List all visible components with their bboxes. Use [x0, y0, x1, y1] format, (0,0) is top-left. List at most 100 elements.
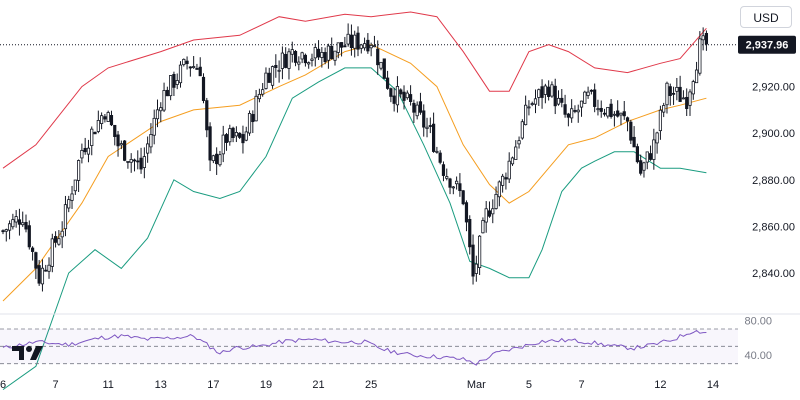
candle: [152, 109, 156, 145]
candle: [563, 94, 567, 118]
candle: [468, 215, 472, 255]
price-tick-label: 2,900.00: [752, 128, 795, 140]
candle: [241, 125, 245, 154]
candle-body: [642, 162, 646, 171]
price-tick-label: 2,920.00: [752, 82, 795, 94]
candle-body: [146, 143, 150, 154]
time-tick-label: 13: [155, 379, 167, 391]
candle: [142, 147, 146, 179]
candle-body: [379, 61, 383, 69]
candle-body: [280, 52, 284, 69]
candle: [300, 51, 304, 64]
candle: [622, 101, 626, 120]
candle: [330, 37, 334, 60]
candle-body: [234, 132, 238, 137]
candle-body: [550, 84, 554, 97]
candle: [579, 100, 584, 117]
candle: [461, 189, 465, 206]
candle-body: [313, 47, 317, 59]
candle: [155, 99, 160, 128]
candle: [343, 36, 347, 48]
candle-body: [399, 89, 403, 95]
candle: [7, 220, 12, 240]
price-tick-label: 2,880.00: [752, 175, 795, 187]
candle-body: [359, 44, 363, 49]
candle-body: [178, 64, 183, 84]
candle-body: [215, 153, 219, 165]
candle-body: [106, 112, 110, 122]
candle-body: [162, 90, 166, 111]
candle-body: [474, 263, 478, 274]
candle-body: [688, 91, 692, 106]
candle: [126, 161, 130, 169]
candle-body: [445, 176, 449, 179]
candle: [100, 112, 104, 130]
candle-body: [274, 64, 278, 68]
candle-body: [402, 91, 406, 101]
candle: [507, 152, 511, 184]
candle: [625, 116, 630, 132]
candle-body: [671, 92, 676, 95]
candle: [356, 26, 360, 57]
candle: [376, 40, 380, 75]
candle-body: [501, 175, 505, 186]
candle: [192, 56, 196, 69]
candle-body: [113, 124, 117, 137]
candle: [67, 195, 71, 213]
candle-body: [389, 88, 393, 97]
candle-body: [139, 157, 143, 170]
candle: [218, 150, 222, 167]
candle-body: [586, 91, 590, 96]
tradingview-logo-icon: [12, 346, 43, 360]
candle: [21, 211, 25, 227]
time-tick-label: 5: [526, 379, 532, 391]
time-tick-label: 7: [53, 379, 59, 391]
candle: [132, 158, 137, 172]
candle: [422, 104, 426, 137]
currency-button[interactable]: USD: [740, 6, 792, 28]
candle: [280, 46, 284, 80]
candle: [254, 89, 258, 122]
candle: [195, 63, 199, 70]
candle: [165, 86, 169, 97]
candle-body: [543, 85, 547, 95]
candle: [53, 231, 58, 248]
candle-body: [277, 69, 281, 72]
candle: [63, 195, 68, 237]
candle-body: [343, 45, 347, 48]
candle-body: [632, 136, 636, 148]
price-tick-label: 2,860.00: [752, 221, 795, 233]
candle-body: [57, 238, 61, 245]
price-tick-label: 2,840.00: [752, 268, 795, 280]
candle-body: [185, 60, 189, 64]
candle-body: [701, 35, 705, 41]
candle: [57, 230, 61, 246]
candle-body: [533, 98, 538, 105]
candle-body: [405, 92, 409, 99]
candle-body: [579, 100, 584, 108]
candle: [83, 137, 87, 155]
candle-body: [645, 151, 649, 163]
time-tick-label: 17: [207, 379, 219, 391]
rsi-pane: 40.00 80.00: [0, 315, 772, 366]
candle-body: [517, 140, 521, 145]
candle-body: [455, 180, 459, 185]
candle-body: [100, 115, 104, 124]
candle: [570, 99, 574, 123]
candle: [106, 110, 110, 122]
candle: [629, 119, 633, 145]
candle: [310, 53, 314, 67]
candle: [326, 43, 331, 69]
candle-body: [126, 161, 130, 163]
candle-body: [47, 264, 51, 272]
candle-body: [612, 113, 616, 116]
candle-body: [629, 121, 633, 141]
candle: [366, 33, 370, 54]
candle-body: [376, 48, 380, 66]
candle: [602, 108, 607, 117]
candle-body: [339, 42, 344, 48]
candle-body: [369, 45, 373, 49]
candle: [290, 41, 294, 63]
candle-body: [478, 235, 482, 268]
